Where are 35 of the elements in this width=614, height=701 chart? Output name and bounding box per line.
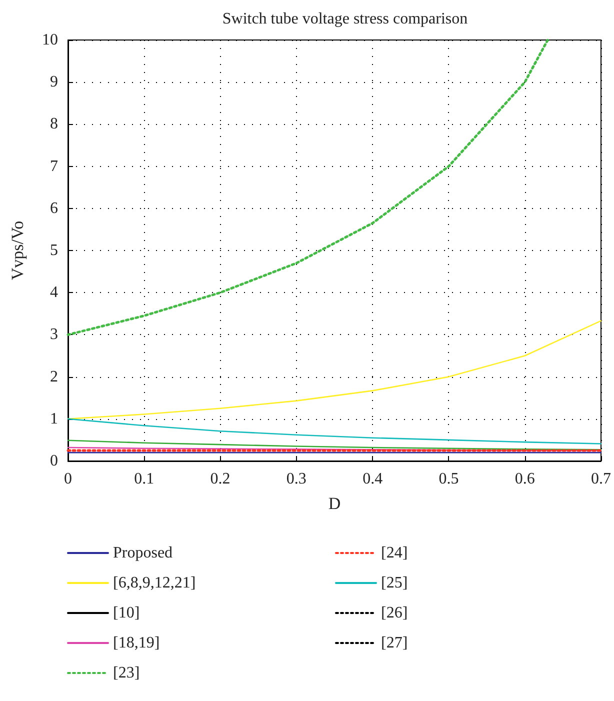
legend-label: [26]: [381, 604, 408, 622]
y-axis-title: Vvps/Vo: [8, 220, 27, 280]
x-tick-label: 0.6: [514, 470, 535, 488]
y-tick-label: 3: [50, 326, 58, 344]
legend-label: Proposed: [113, 544, 173, 562]
x-tick-label: 0.1: [134, 470, 154, 488]
y-tick-label: 9: [50, 74, 58, 91]
line-series: [67, 320, 602, 420]
y-tick-label: 5: [50, 242, 58, 259]
y-tick-label: 0: [50, 452, 58, 470]
legend-label: [10]: [113, 604, 140, 622]
x-tick-label: 0.2: [210, 470, 230, 488]
y-tick-label: 2: [50, 368, 58, 386]
y-tick-label: 10: [42, 32, 58, 48]
chart-title: Switch tube voltage stress comparison: [222, 10, 468, 28]
x-tick-label: 0.4: [362, 470, 383, 488]
legend-label: [24]: [381, 544, 408, 562]
legend-label: [18,19]: [113, 634, 160, 652]
x-tick-label: 0: [64, 470, 72, 488]
y-tick-label: 8: [50, 116, 58, 133]
legend-label: [6,8,9,12,21]: [113, 574, 196, 592]
legend-label: [23]: [113, 664, 140, 682]
line-series: [66, 38, 549, 336]
y-tick-label: 4: [50, 284, 58, 302]
x-tick-label: 0.3: [286, 470, 306, 488]
line-series: [67, 440, 602, 450]
x-axis-title: D: [328, 494, 341, 513]
line-series: [67, 418, 602, 444]
y-tick-label: 6: [50, 200, 58, 217]
legend-label: [25]: [381, 574, 408, 592]
x-tick-label: 0.7: [591, 470, 611, 488]
legend-label: [27]: [381, 634, 408, 652]
x-tick-label: 0.5: [438, 470, 459, 488]
y-tick-label: 7: [50, 158, 58, 175]
y-tick-label: 1: [50, 410, 58, 428]
